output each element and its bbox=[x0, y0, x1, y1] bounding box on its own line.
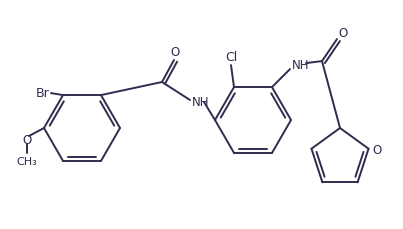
Text: NH: NH bbox=[292, 59, 310, 72]
Text: O: O bbox=[372, 144, 381, 157]
Text: O: O bbox=[170, 46, 180, 58]
Text: NH: NH bbox=[192, 95, 210, 109]
Text: Br: Br bbox=[35, 87, 49, 100]
Text: O: O bbox=[339, 27, 348, 40]
Text: O: O bbox=[23, 134, 31, 147]
Text: CH₃: CH₃ bbox=[17, 157, 37, 167]
Text: Cl: Cl bbox=[225, 51, 237, 64]
